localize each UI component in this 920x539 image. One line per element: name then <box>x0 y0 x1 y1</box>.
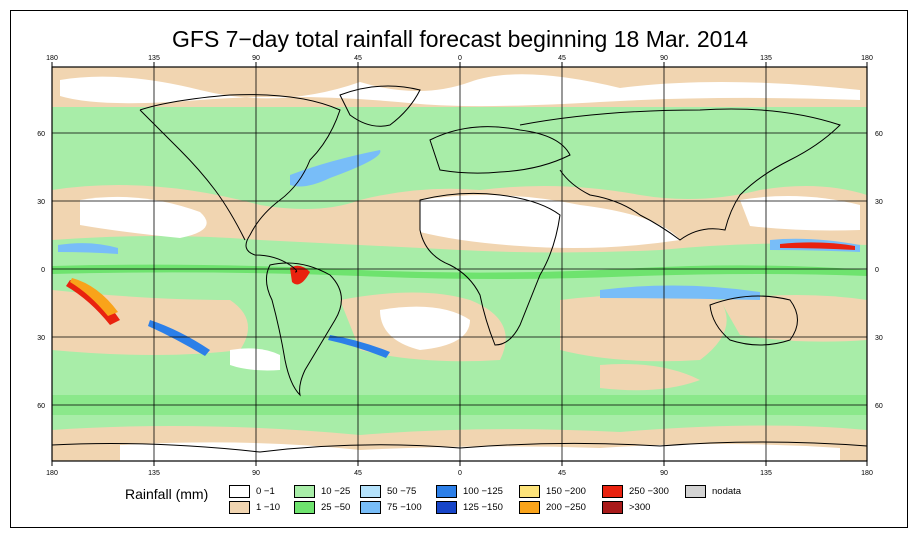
lat-left-label: 60 <box>37 403 45 410</box>
lon-bottom-label: 135 <box>760 470 772 477</box>
legend-label: 1 −10 <box>256 502 281 513</box>
legend-label: 250 −300 <box>629 486 669 497</box>
lat-left-label: 0 <box>41 267 45 274</box>
lon-bottom-label: 90 <box>660 470 668 477</box>
figure-frame <box>10 10 908 528</box>
legend-swatch <box>602 501 623 514</box>
lat-right-label: 30 <box>875 335 883 342</box>
legend-swatch <box>685 485 706 498</box>
lon-top-label: 45 <box>558 55 566 62</box>
lat-right-label: 30 <box>875 199 883 206</box>
tick-marks <box>51 62 868 466</box>
lon-labels-top: 180 135 90 45 0 45 90 135 180 <box>46 55 873 62</box>
legend-swatch <box>229 501 250 514</box>
lon-bottom-label: 135 <box>148 470 160 477</box>
lon-bottom-label: 45 <box>558 470 566 477</box>
legend-label: nodata <box>712 486 742 497</box>
lat-labels-right: 60 30 0 30 60 <box>875 131 883 410</box>
legend-label: 100 −125 <box>463 486 503 497</box>
lat-right-label: 60 <box>875 131 883 138</box>
lat-labels-left: 60 30 0 30 60 <box>37 131 45 410</box>
lon-bottom-label: 180 <box>46 470 58 477</box>
legend-label: 200 −250 <box>546 502 586 513</box>
legend-swatch <box>519 485 540 498</box>
lon-top-label: 135 <box>760 55 772 62</box>
lon-labels-bottom: 180 135 90 45 0 45 90 135 180 <box>46 470 873 477</box>
map-title: GFS 7−day total rainfall forecast beginn… <box>172 26 748 52</box>
lon-top-label: 45 <box>354 55 362 62</box>
lat-right-label: 0 <box>875 267 879 274</box>
legend-label: 125 −150 <box>463 502 503 513</box>
legend-swatch <box>602 485 623 498</box>
lat-left-label: 60 <box>37 131 45 138</box>
legend-label: 10 −25 <box>321 486 351 497</box>
legend-swatch <box>360 501 381 514</box>
lon-top-label: 180 <box>46 55 58 62</box>
legend-swatch <box>294 485 315 498</box>
lon-top-label: 180 <box>861 55 873 62</box>
legend-swatch <box>294 501 315 514</box>
lon-bottom-label: 180 <box>861 470 873 477</box>
lon-bottom-label: 0 <box>458 470 462 477</box>
legend-title: Rainfall (mm) <box>125 486 209 502</box>
legend-swatch <box>360 485 381 498</box>
legend-swatch <box>519 501 540 514</box>
lon-top-label: 90 <box>252 55 260 62</box>
legend-label: 150 −200 <box>546 486 586 497</box>
legend-label: >300 <box>629 502 651 513</box>
legend-swatch <box>229 485 250 498</box>
lat-right-label: 60 <box>875 403 883 410</box>
legend-swatch <box>436 501 457 514</box>
lon-top-label: 0 <box>458 55 462 62</box>
lon-bottom-label: 45 <box>354 470 362 477</box>
lat-left-label: 30 <box>37 335 45 342</box>
legend-label: 25 −50 <box>321 502 351 513</box>
lon-bottom-label: 90 <box>252 470 260 477</box>
legend-label: 50 −75 <box>387 486 417 497</box>
legend-label: 0 −1 <box>256 486 275 497</box>
lon-top-label: 135 <box>148 55 160 62</box>
map-panel <box>51 66 868 462</box>
legend-label: 75 −100 <box>387 502 422 513</box>
legend-swatch <box>436 485 457 498</box>
lon-top-label: 90 <box>660 55 668 62</box>
lat-left-label: 30 <box>37 199 45 206</box>
